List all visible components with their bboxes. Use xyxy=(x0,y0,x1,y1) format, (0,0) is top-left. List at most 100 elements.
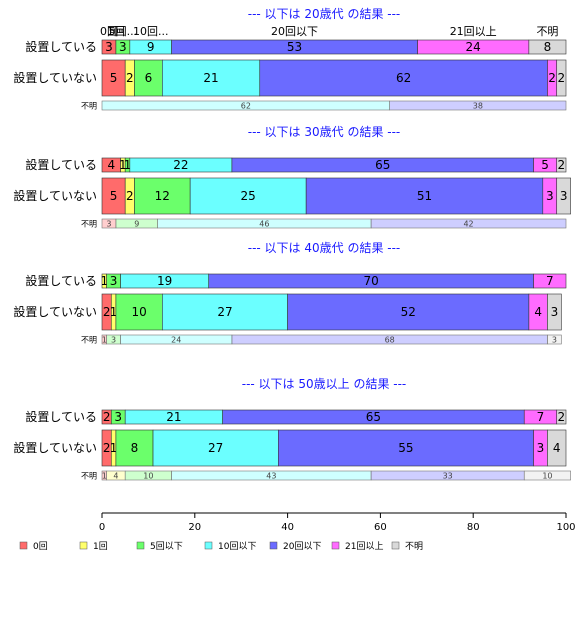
bar-segment xyxy=(556,59,567,97)
x-tick-label: 60 xyxy=(374,522,387,533)
x-tick-label: 100 xyxy=(556,522,575,533)
panel: --- 以下は 40歳代 の結果 ---設置している 1 3 19 70 7設置していない… xyxy=(13,241,567,345)
header-label: 0回 xyxy=(100,25,118,38)
segment-value: 2 xyxy=(558,158,566,172)
bar-segment xyxy=(134,177,191,215)
segment-value: 9 xyxy=(147,40,155,54)
segment-value: 1 xyxy=(102,472,107,481)
header-label: 1回 xyxy=(107,25,125,38)
legend-label: 0回 xyxy=(33,541,48,552)
bar-row: 設置していない 5 2 6 21 62 2 2 xyxy=(13,59,567,97)
segment-value: 3 xyxy=(546,189,554,203)
panel-title: --- 以下は 30歳代 の結果 --- xyxy=(248,125,401,139)
bar-row: 不明 3 9 46 42 xyxy=(81,218,567,229)
segment-value: 2 xyxy=(126,189,134,203)
row-label: 設置していない xyxy=(13,440,97,455)
segment-value: 1 xyxy=(124,158,132,172)
bar-segment xyxy=(134,59,163,97)
segment-value: 4 xyxy=(107,158,115,172)
row-label: 不明 xyxy=(81,220,97,229)
bar-row: 設置している 1 3 19 70 7 xyxy=(25,273,567,289)
panel: --- 以下は 50歳以上 の結果 ---設置している 2 3 21 65 7 2設置してい… xyxy=(13,377,571,481)
bar-segment xyxy=(162,293,288,331)
bar-segment xyxy=(523,470,571,481)
legend-label: 1回 xyxy=(93,541,108,552)
segment-value: 25 xyxy=(241,189,256,203)
segment-value: 24 xyxy=(466,40,481,54)
legend: 0回 1回 5回以下 10回以下 20回以下 21回以上 不明 xyxy=(19,541,423,552)
header-label: 21回以上 xyxy=(450,25,497,38)
bar-segment xyxy=(370,218,567,229)
bar-row: 不明 1 4 10 43 33 10 xyxy=(81,470,571,481)
x-tick-label: 20 xyxy=(188,522,201,533)
segment-value: 3 xyxy=(119,40,127,54)
segment-value: 22 xyxy=(173,158,188,172)
segment-value: 7 xyxy=(546,274,554,288)
segment-value: 5 xyxy=(541,158,549,172)
x-tick-label: 80 xyxy=(467,522,480,533)
legend-swatch xyxy=(391,541,400,550)
bar-row: 設置している 3 3 9 53 24 8 xyxy=(25,39,567,55)
segment-value: 1 xyxy=(100,274,108,288)
segment-value: 1 xyxy=(102,336,107,345)
segment-value: 1 xyxy=(110,305,118,319)
segment-value: 65 xyxy=(375,158,390,172)
segment-value: 2 xyxy=(103,410,111,424)
row-label: 設置している xyxy=(25,39,97,54)
row-label: 設置している xyxy=(25,273,97,288)
row-label: 不明 xyxy=(81,336,97,345)
segment-value: 7 xyxy=(537,410,545,424)
bar-segment xyxy=(533,273,567,289)
segment-value: 3 xyxy=(111,336,116,345)
segment-value: 3 xyxy=(560,189,568,203)
segment-value: 8 xyxy=(131,441,139,455)
bar-segment xyxy=(278,429,534,467)
segment-value: 1 xyxy=(110,441,118,455)
legend-swatch xyxy=(331,541,340,550)
bar-segment xyxy=(305,177,544,215)
panel-title: --- 以下は 20歳代 の結果 --- xyxy=(248,7,401,21)
panel: --- 以下は 20歳代 の結果 --- 設置している 3 3 9 53 24 8 設置していな… xyxy=(13,7,567,111)
bar-row: 設置していない 5 2 12 25 51 3 3 xyxy=(13,177,571,215)
segment-value: 51 xyxy=(417,189,432,203)
segment-value: 3 xyxy=(110,274,118,288)
bar-segment xyxy=(556,157,567,173)
header-label: 5回... xyxy=(109,25,138,38)
segment-value: 3 xyxy=(552,336,557,345)
segment-value: 43 xyxy=(266,472,276,481)
segment-value: 10 xyxy=(131,305,146,319)
segment-value: 27 xyxy=(208,441,223,455)
bar-row: 設置していない 2 1 10 27 52 4 3 xyxy=(13,293,562,331)
segment-value: 3 xyxy=(114,410,122,424)
x-axis: 0 20 40 60 80 100 xyxy=(99,512,576,533)
legend-item: 20回以下 xyxy=(269,541,321,552)
segment-value: 2 xyxy=(558,71,566,85)
bar-segment xyxy=(547,293,562,331)
segment-value: 27 xyxy=(217,305,232,319)
bar-segment xyxy=(547,429,567,467)
segment-value: 2 xyxy=(103,305,111,319)
segment-value: 3 xyxy=(106,220,111,229)
segment-value: 2 xyxy=(103,441,111,455)
bar-segment xyxy=(259,59,548,97)
segment-value: 42 xyxy=(463,220,473,229)
panel-title: --- 以下は 50歳以上 の結果 --- xyxy=(242,377,407,391)
row-label: 不明 xyxy=(81,102,97,111)
segment-value: 9 xyxy=(134,220,139,229)
segment-value: 3 xyxy=(537,441,545,455)
segment-value: 5 xyxy=(110,71,118,85)
panels: --- 以下は 20歳代 の結果 ---設置している 3 3 9 53 24 8設置していな… xyxy=(13,7,571,481)
bar-segment xyxy=(556,177,571,215)
segment-value: 1 xyxy=(119,158,127,172)
legend-swatch xyxy=(269,541,278,550)
segment-value: 65 xyxy=(366,410,381,424)
bar-segment xyxy=(287,293,530,331)
panel-title: --- 以下は 40歳代 の結果 --- xyxy=(248,241,401,255)
row-label: 設置している xyxy=(25,157,97,172)
bar-row: 設置している 4 11 22 65 5 2 xyxy=(25,157,567,173)
segment-value: 19 xyxy=(157,274,172,288)
row-label: 不明 xyxy=(81,472,97,481)
bar-row: 設置していない 2 1 8 27 55 3 4 xyxy=(13,429,567,467)
legend-item: 不明 xyxy=(391,541,423,552)
